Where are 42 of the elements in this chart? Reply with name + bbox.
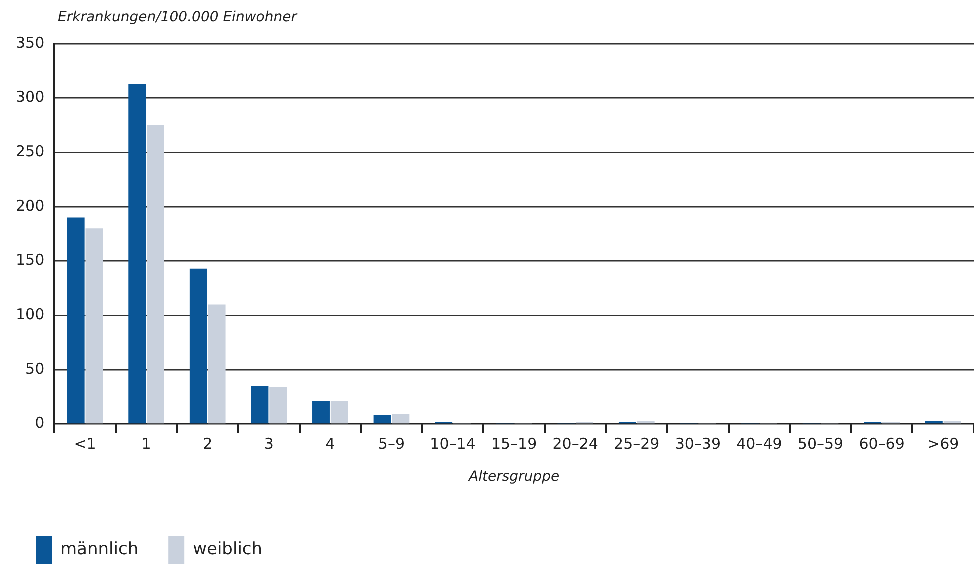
x-tick-label: 1: [142, 435, 152, 454]
bar: [67, 218, 85, 424]
bar: [925, 420, 943, 424]
y-tick-label: 0: [35, 414, 45, 432]
bar: [86, 228, 104, 424]
x-tick-label: 3: [264, 435, 274, 454]
bar: [270, 387, 288, 424]
x-tick-label: 30–39: [675, 435, 722, 454]
legend-label: männlich: [60, 539, 139, 560]
bar: [637, 420, 655, 424]
x-tick-label: 4: [326, 435, 336, 454]
x-tick-label: 40–49: [736, 435, 782, 454]
x-tick-label: 20–24: [552, 435, 598, 454]
bar: [208, 304, 226, 424]
y-tick-label: 150: [16, 251, 45, 270]
x-tick-label: 5–9: [378, 435, 406, 454]
y-tick-label: 300: [16, 88, 45, 106]
y-axis-title: Erkrankungen/100.000 Einwohner: [58, 10, 298, 26]
y-tick-label: 100: [16, 305, 45, 324]
bar: [330, 401, 348, 424]
legend-label: weiblich: [193, 539, 263, 560]
x-tick-label: 60–69: [859, 435, 905, 454]
bar: [374, 416, 392, 424]
bar: [128, 84, 146, 424]
y-tick-label: 50: [26, 360, 45, 378]
x-tick-label: 2: [203, 435, 213, 454]
bar: [147, 125, 164, 424]
bar: [312, 401, 330, 424]
x-tick-label: 50–59: [798, 435, 844, 454]
x-tick-label: >69: [928, 435, 960, 454]
x-tick-label: <1: [74, 435, 96, 454]
x-axis-title: Altersgruppe: [468, 469, 560, 486]
x-tick-label: 15–19: [491, 435, 538, 454]
y-tick-label: 200: [16, 196, 45, 215]
y-tick-label: 350: [16, 34, 45, 52]
bar: [190, 268, 208, 424]
x-tick-label: 25–29: [614, 435, 660, 454]
bar: [944, 420, 962, 424]
bar: [392, 414, 410, 424]
x-tick-label: 10–14: [430, 435, 476, 454]
y-tick-label: 250: [16, 142, 45, 161]
bar: [251, 386, 269, 424]
